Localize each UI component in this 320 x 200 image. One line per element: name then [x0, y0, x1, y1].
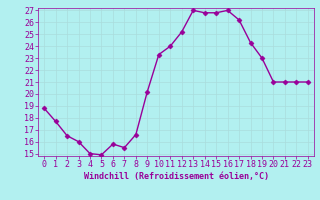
X-axis label: Windchill (Refroidissement éolien,°C): Windchill (Refroidissement éolien,°C)	[84, 172, 268, 181]
